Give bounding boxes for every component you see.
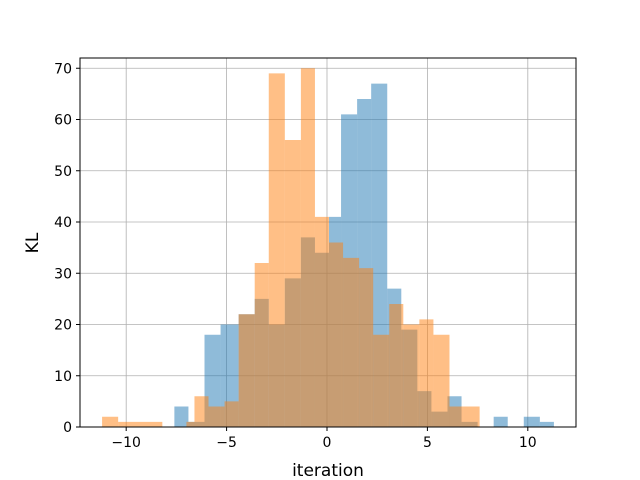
y-tick-label: 40 — [54, 215, 72, 231]
x-tick-label: 10 — [519, 435, 537, 451]
histogram-bar — [186, 421, 195, 427]
histogram-bar — [419, 319, 434, 427]
histogram-bar — [523, 416, 540, 427]
y-axis-label: KL — [23, 232, 43, 253]
histogram-bar — [224, 401, 239, 427]
y-tick-label: 70 — [54, 61, 72, 77]
x-tick-label: 5 — [423, 435, 432, 451]
histogram-bar — [194, 396, 209, 427]
y-tick-label: 10 — [54, 369, 72, 385]
y-tick-label: 50 — [54, 164, 72, 180]
x-axis-label: iteration — [292, 461, 364, 480]
histogram-bar — [102, 416, 119, 427]
histogram-series-2 — [102, 68, 480, 427]
histogram-bar — [329, 242, 344, 427]
histogram-bar — [343, 257, 360, 427]
histogram-bar — [463, 406, 480, 427]
histogram-bar — [403, 324, 420, 427]
histogram-bar — [300, 68, 315, 427]
histogram-bar — [314, 216, 330, 427]
histogram-bar — [284, 140, 301, 427]
y-tick-label: 0 — [63, 420, 72, 436]
y-tick-label: 60 — [54, 113, 72, 129]
histogram-bar — [449, 406, 464, 427]
plot-frame — [79, 57, 577, 428]
histogram-bar — [254, 263, 269, 427]
histogram-bars — [102, 68, 554, 427]
axis-ticks: −10 −5 0 5 10 0 10 20 30 40 50 60 70 — [54, 61, 537, 451]
histogram-bar — [373, 334, 390, 427]
x-tick-label: −5 — [216, 435, 237, 451]
y-tick-label: 30 — [54, 266, 72, 282]
histogram-bar — [174, 406, 189, 427]
histogram-bar — [493, 416, 508, 427]
histogram-bar — [118, 421, 163, 427]
histogram-bar — [268, 73, 285, 427]
x-tick-label: −10 — [111, 435, 141, 451]
histogram-bar — [539, 421, 554, 427]
y-tick-label: 20 — [54, 318, 72, 334]
histogram-bar — [433, 334, 450, 427]
histogram-bar — [389, 304, 404, 427]
x-tick-label: 0 — [323, 435, 332, 451]
histogram-bar — [359, 268, 374, 427]
histogram-bar — [208, 406, 225, 427]
histogram-bar — [238, 314, 255, 427]
